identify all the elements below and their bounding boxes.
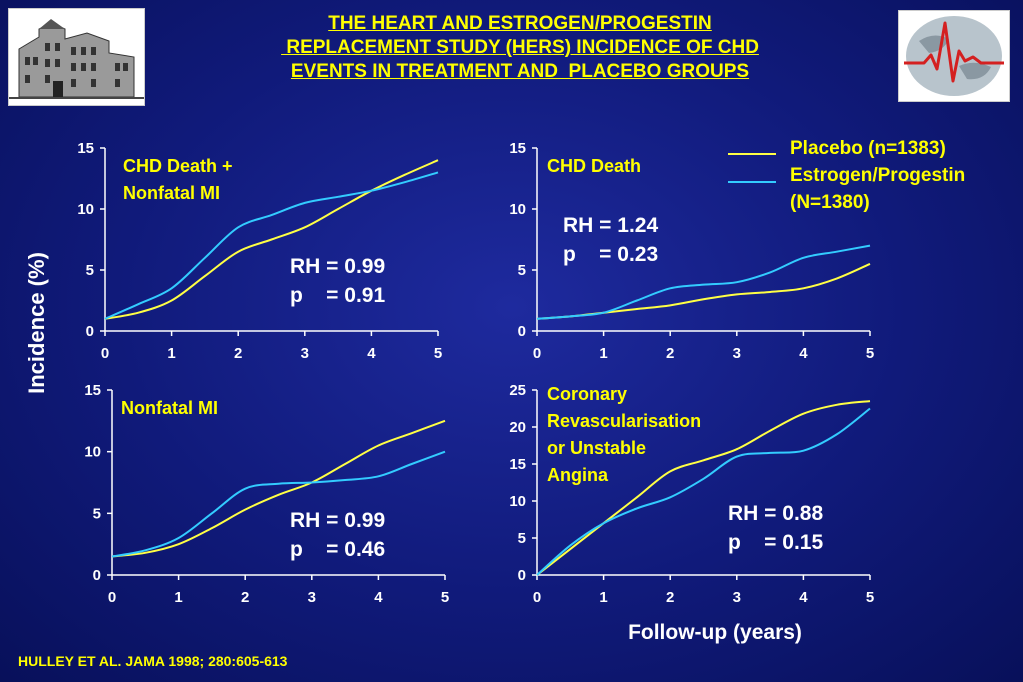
legend-placebo-label: Placebo (n=1383) [790,138,946,159]
panel-title-line: Nonfatal MI [121,398,218,418]
x-tick-label: 3 [733,589,741,606]
panel-title-line: CHD Death + [123,156,233,176]
panel-title: CHD Death [547,156,641,176]
estrogen-series-line [111,450,446,558]
panel-title-line: or Unstable [547,438,646,458]
x-tick-label: 0 [533,345,541,362]
rh-annotation-line: RH = 0.99 [290,255,385,278]
chart-panel-1: 0 5 10 15 0 1 2 3 4 5 CHD Death + Nonfatal MI RH = 0… [77,140,442,362]
citation-footer: HULLEY ET AL. JAMA 1998; 280:605-613 [18,653,288,669]
rh-annotation: RH = 1.24 p = 0.23 [563,214,658,266]
y-tick-label: 15 [509,456,526,473]
panel-title-line: Revascularisation [547,411,701,431]
y-tick-label: 15 [509,140,526,157]
y-tick-label: 0 [518,567,526,584]
x-tick-label: 4 [799,345,808,362]
panel-title: CHD Death + Nonfatal MI [123,156,233,203]
placebo-series-line [104,159,439,320]
panel-title: Nonfatal MI [121,398,218,418]
x-tick-label: 4 [374,589,383,606]
rh-annotation: RH = 0.99 p = 0.91 [290,255,385,307]
x-tick-label: 4 [367,345,376,362]
y-tick-label: 0 [86,323,94,340]
estrogen-series-line [104,171,439,320]
x-tick-label: 5 [434,345,442,362]
title-line-1: THE HEART AND ESTROGEN/PROGESTIN [328,13,712,34]
rh-annotation-line: p = 0.91 [290,284,385,307]
y-tick-label: 5 [86,262,94,279]
x-tick-label: 3 [733,345,741,362]
chart-panel-2: 0 5 10 15 0 1 2 3 4 5 CHD Death RH = 1.24 p = 0.23 [509,140,874,362]
x-tick-label: 2 [234,345,242,362]
legend-estrogen-label-1: Estrogen/Progestin [790,165,966,186]
x-tick-label: 5 [866,345,874,362]
x-tick-label: 1 [174,589,182,606]
estrogen-series-line [536,244,871,320]
x-tick-label: 0 [108,589,116,606]
y-tick-label: 0 [93,567,101,584]
legend-estrogen-label-2: (N=1380) [790,192,870,213]
x-tick-label: 2 [241,589,249,606]
panel-title: Coronary Revascularisation or Unstable Angi… [547,384,701,485]
ecg-globe-logo [898,10,1010,102]
chart-panel-4: 0 5 10 15 20 25 0 1 2 3 4 5 Coronary Revascularisatio… [509,382,874,606]
rh-annotation: RH = 0.99 p = 0.46 [290,509,385,561]
y-tick-label: 20 [509,419,526,436]
legend-placebo-swatch [728,153,776,155]
x-tick-label: 4 [799,589,808,606]
y-tick-label: 5 [518,530,526,547]
x-tick-label: 1 [599,345,607,362]
rh-annotation-line: RH = 0.99 [290,509,385,532]
estrogen-series-line [536,407,871,576]
x-axis-label: Follow-up (years) [628,621,802,644]
panel-title-line: Coronary [547,384,627,404]
y-tick-label: 10 [84,444,101,461]
placebo-series-line [536,400,871,576]
y-tick-label: 5 [93,505,101,522]
y-tick-label: 15 [84,382,101,399]
x-tick-label: 5 [866,589,874,606]
panel-title-line: Angina [547,465,609,485]
x-tick-label: 3 [301,345,309,362]
x-tick-label: 0 [101,345,109,362]
x-tick-label: 5 [441,589,449,606]
y-tick-label: 25 [509,382,526,399]
y-tick-label: 15 [77,140,94,157]
rh-annotation-line: RH = 0.88 [728,502,823,525]
panel-title-line: Nonfatal MI [123,183,220,203]
x-tick-label: 2 [666,589,674,606]
x-tick-label: 2 [666,345,674,362]
x-tick-label: 3 [308,589,316,606]
y-tick-label: 10 [509,201,526,218]
panel-title-line: CHD Death [547,156,641,176]
y-tick-label: 10 [509,493,526,510]
y-tick-label: 5 [518,262,526,279]
placebo-series-line [111,419,446,558]
legend-estrogen-swatch [728,181,776,183]
x-tick-label: 1 [167,345,175,362]
rh-annotation-line: p = 0.46 [290,538,385,561]
x-tick-label: 1 [599,589,607,606]
x-tick-label: 0 [533,589,541,606]
rh-annotation-line: RH = 1.24 [563,214,658,237]
slide-title: THE HEART AND ESTROGEN/PROGESTIN REPLACE… [160,12,880,84]
y-tick-label: 0 [518,323,526,340]
title-line-3: EVENTS IN TREATMENT AND PLACEBO GROUPS [290,61,750,82]
rh-annotation: RH = 0.88 p = 0.15 [728,502,823,554]
y-tick-label: 10 [77,201,94,218]
chart-panel-3: 0 5 10 15 0 1 2 3 4 5 Nonfatal MI RH = 0.99 p = 0.46 [84,382,449,606]
rh-annotation-line: p = 0.15 [728,531,823,554]
placebo-series-line [536,262,871,320]
rh-annotation-line: p = 0.23 [563,243,658,266]
title-line-2: REPLACEMENT STUDY (HERS) INCIDENCE OF CH… [281,37,759,58]
y-axis-label: Incidence (%) [24,252,49,394]
building-logo [8,8,145,106]
